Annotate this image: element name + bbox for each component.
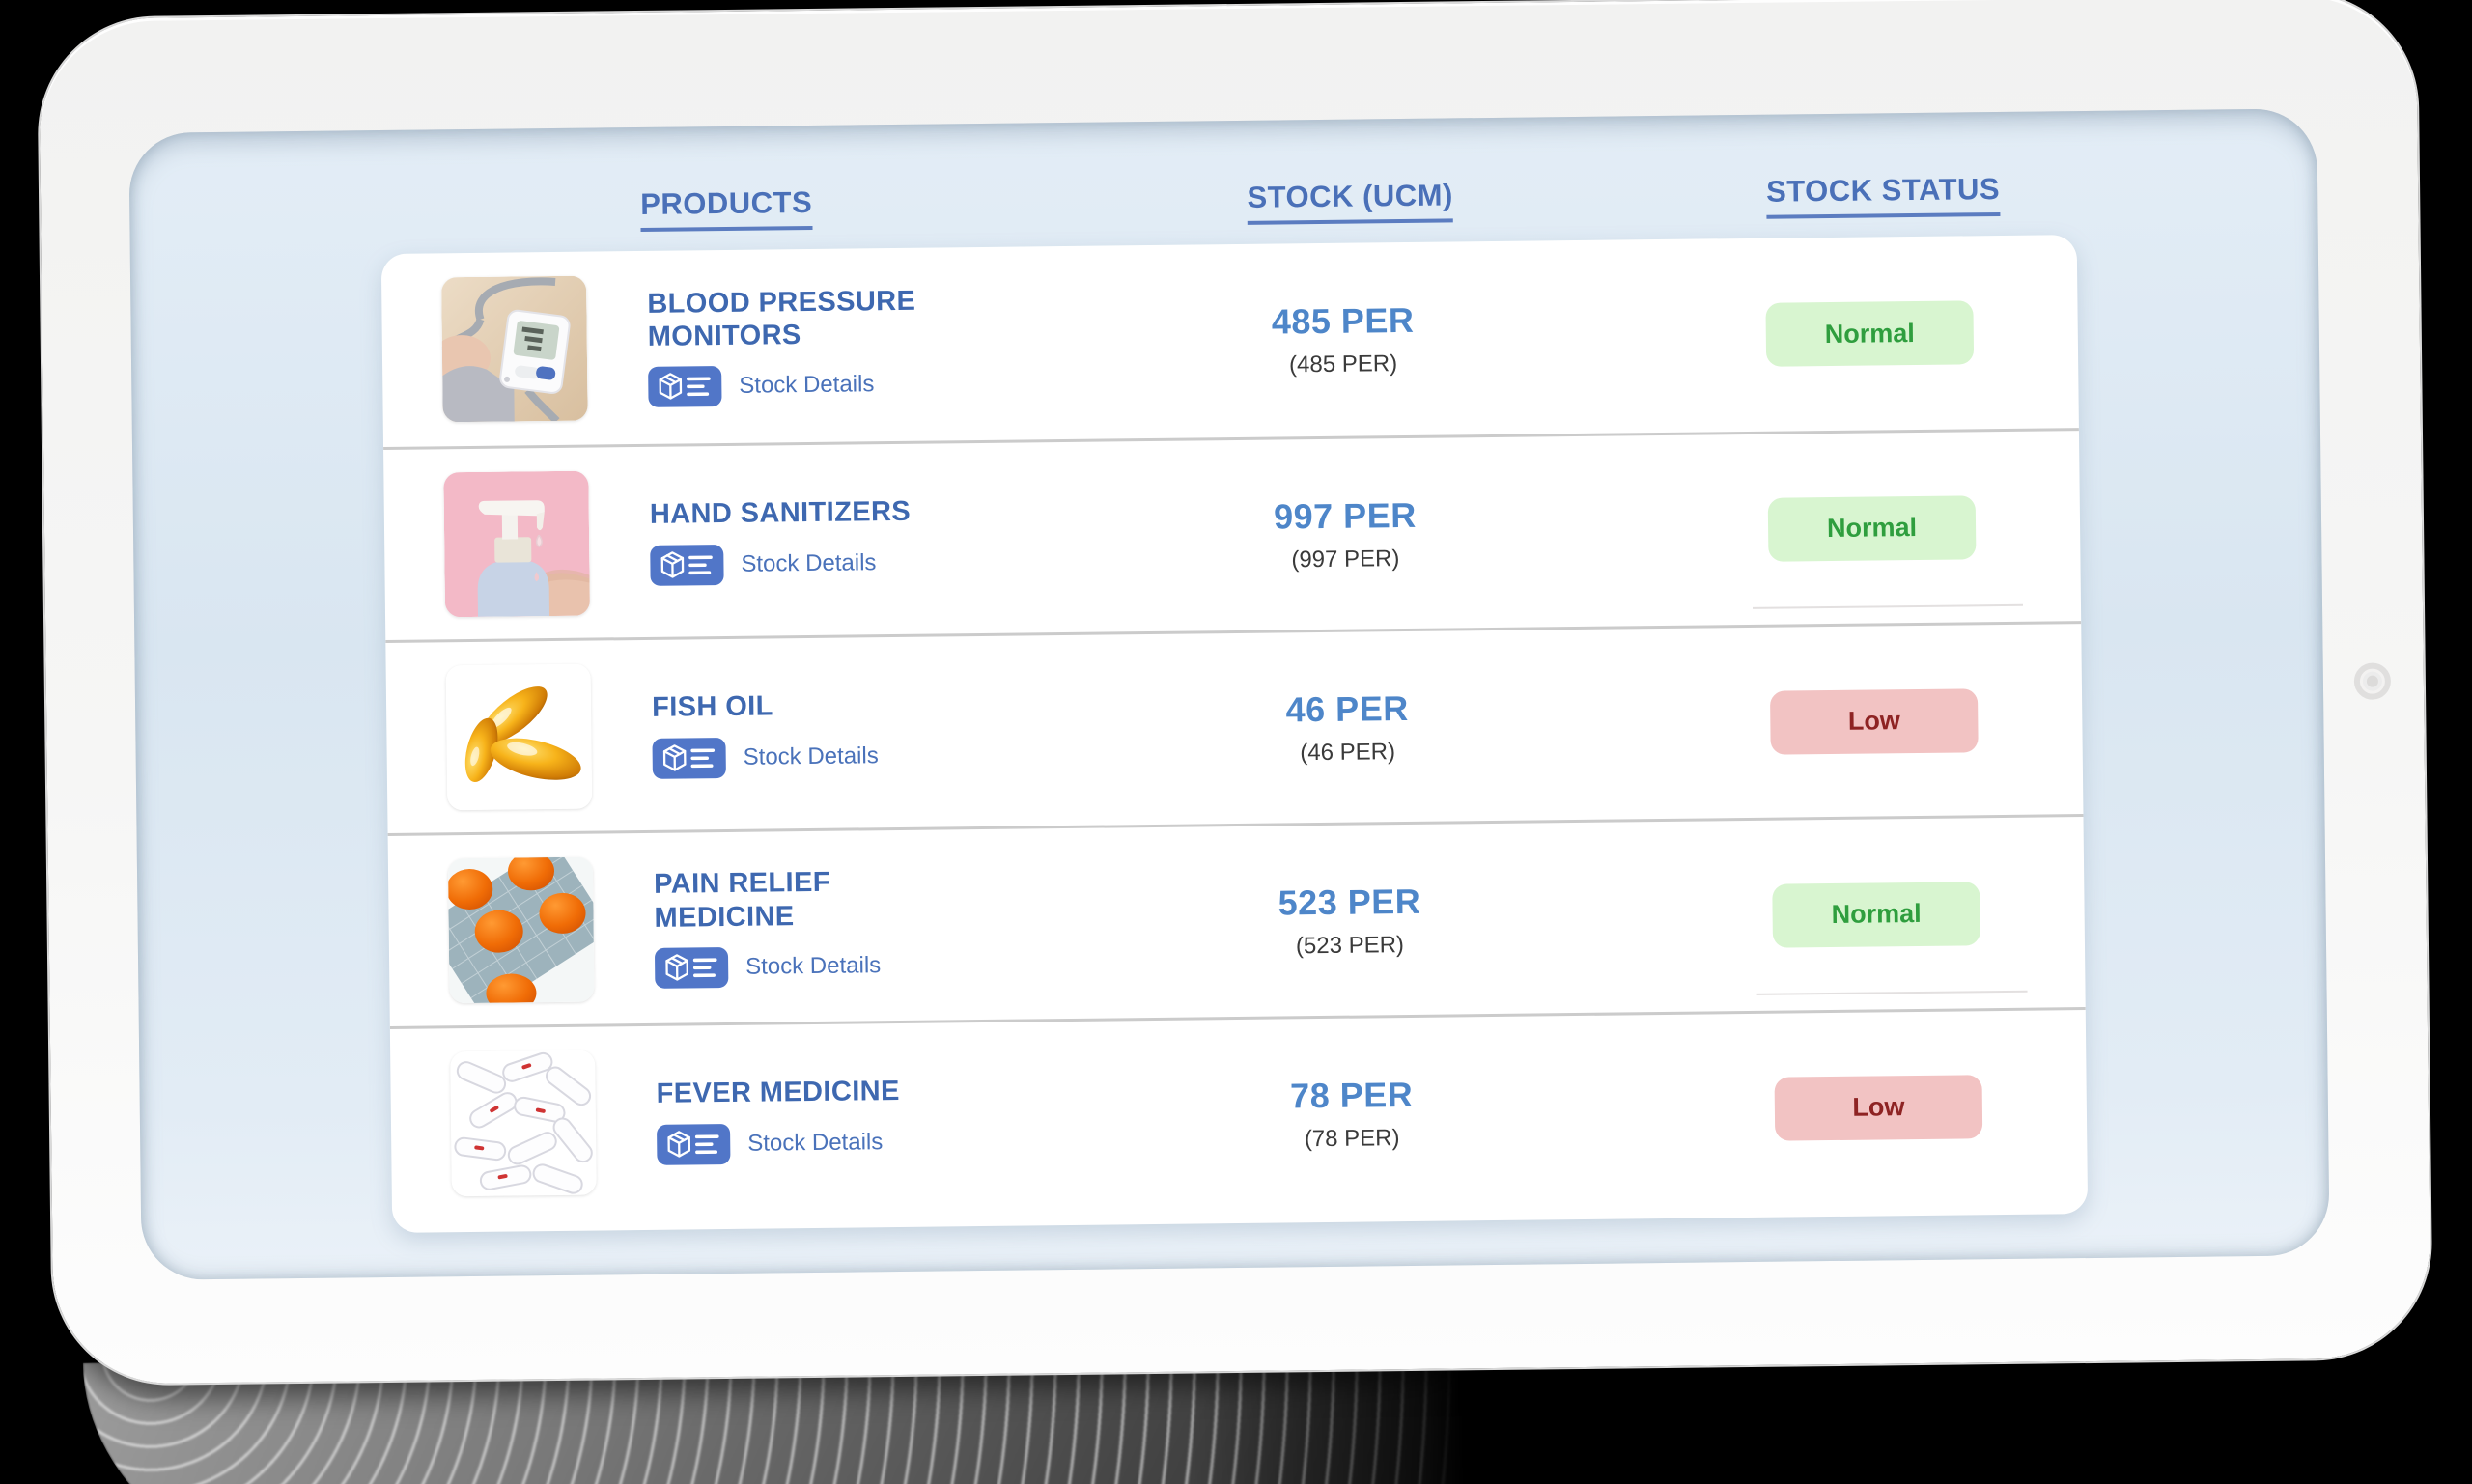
product-cell: FEVER MEDICINE Stock Details	[656, 1072, 1159, 1165]
product-cell: HAND SANITIZERS Stock Details	[649, 492, 1153, 586]
status-badge: Low	[1774, 1074, 1983, 1141]
tablet-screen: PRODUCTS STOCK (UCM) STOCK STATUS BLOOD …	[128, 108, 2330, 1280]
stock-subvalue: (523 PER)	[1295, 931, 1405, 959]
stock-cell: 523 PER (523 PER)	[1156, 880, 1543, 962]
stock-subvalue: (78 PER)	[1304, 1124, 1400, 1152]
product-name: FISH OIL	[651, 690, 773, 724]
table-row: PAIN RELIEF MEDICINE Stock Details 523 PE…	[387, 814, 2086, 1026]
stock-subvalue: (46 PER)	[1300, 738, 1396, 766]
product-name: FEVER MEDICINE	[656, 1076, 900, 1110]
stock-details-link[interactable]: Stock Details	[741, 548, 877, 577]
table-row: BLOOD PRESSURE MONITORS Stock Details 485…	[381, 235, 2079, 447]
stock-subvalue: (997 PER)	[1291, 545, 1400, 573]
package-list-icon[interactable]	[654, 946, 729, 989]
table-row: HAND SANITIZERS Stock Details 997 PER (997…	[383, 428, 2082, 640]
status-badge: Normal	[1765, 300, 1975, 367]
status-column-divider	[1753, 603, 2024, 609]
table-row: FEVER MEDICINE Stock Details 78 PER (78 PE…	[389, 1007, 2088, 1219]
stock-value: 78 PER	[1289, 1074, 1414, 1115]
stock-subvalue: (485 PER)	[1288, 350, 1398, 378]
stock-cell: 997 PER (997 PER)	[1152, 493, 1539, 575]
stock-details-row: Stock Details	[657, 1119, 1159, 1165]
product-image	[447, 856, 595, 1003]
stock-cell: 78 PER (78 PER)	[1158, 1073, 1545, 1155]
status-badge: Normal	[1772, 881, 1980, 948]
column-header-status[interactable]: STOCK STATUS	[1765, 171, 2001, 219]
package-list-icon[interactable]	[650, 544, 724, 586]
stock-details-row: Stock Details	[654, 942, 1157, 989]
package-list-icon[interactable]	[657, 1123, 731, 1165]
product-name: PAIN RELIEF MEDICINE	[654, 867, 831, 934]
inventory-table: BLOOD PRESSURE MONITORS Stock Details 485…	[380, 235, 2089, 1233]
stock-details-link[interactable]: Stock Details	[739, 371, 875, 400]
product-image-cell	[443, 469, 651, 617]
table-row: FISH OIL Stock Details 46 PER (46 PER) Low	[385, 621, 2084, 833]
stock-cell: 46 PER (46 PER)	[1154, 686, 1541, 769]
product-name: BLOOD PRESSURE MONITORS	[647, 285, 916, 352]
status-badge: Low	[1769, 687, 1979, 755]
product-cell: BLOOD PRESSURE MONITORS Stock Details	[647, 282, 1150, 408]
tablet-frame: PRODUCTS STOCK (UCM) STOCK STATUS BLOOD …	[38, 0, 2431, 1385]
product-image-cell	[450, 1049, 658, 1196]
column-header-stock[interactable]: STOCK (UCM)	[1247, 178, 1454, 225]
column-header-products[interactable]: PRODUCTS	[640, 184, 813, 232]
product-image-cell	[441, 275, 649, 423]
product-image	[441, 275, 588, 423]
stock-value: 523 PER	[1278, 881, 1421, 923]
stock-value: 997 PER	[1273, 494, 1417, 537]
status-badge: Normal	[1767, 494, 1977, 562]
status-cell: Normal	[1542, 881, 2085, 950]
stock-details-row: Stock Details	[652, 733, 1154, 779]
package-list-icon[interactable]	[652, 737, 726, 779]
product-image	[445, 663, 593, 810]
product-image	[443, 470, 591, 617]
camera-dot-icon	[2353, 662, 2392, 700]
stock-details-link[interactable]: Stock Details	[747, 1128, 884, 1157]
stock-cell: 485 PER (485 PER)	[1149, 298, 1536, 380]
stock-details-link[interactable]: Stock Details	[743, 742, 879, 770]
product-cell: FISH OIL Stock Details	[651, 686, 1155, 779]
stock-details-row: Stock Details	[650, 540, 1152, 586]
status-cell: Normal	[1538, 494, 2081, 564]
stock-details-link[interactable]: Stock Details	[745, 951, 882, 980]
product-image	[450, 1050, 597, 1196]
product-image-cell	[445, 662, 654, 810]
status-cell: Normal	[1535, 299, 2078, 369]
product-name: HAND SANITIZERS	[649, 496, 912, 531]
stock-value: 485 PER	[1271, 299, 1415, 342]
status-cell: Low	[1540, 687, 2083, 757]
status-cell: Low	[1545, 1074, 2088, 1143]
product-image-cell	[447, 855, 656, 1003]
product-cell: PAIN RELIEF MEDICINE Stock Details	[654, 862, 1157, 989]
package-list-icon[interactable]	[648, 366, 722, 408]
stock-details-row: Stock Details	[648, 361, 1150, 408]
status-column-divider	[1756, 990, 2028, 995]
stock-value: 46 PER	[1285, 687, 1409, 729]
